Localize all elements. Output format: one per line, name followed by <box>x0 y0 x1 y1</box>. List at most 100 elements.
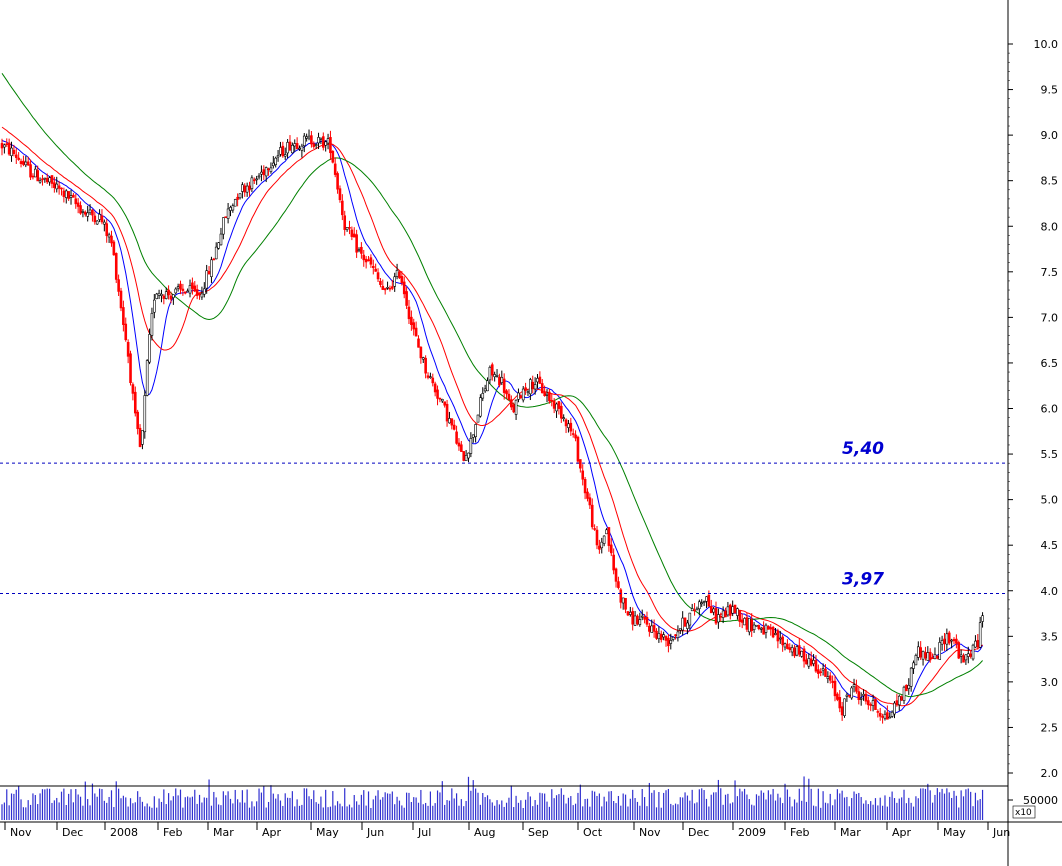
candle-body <box>745 617 749 630</box>
candle-body <box>469 438 473 454</box>
candle-body <box>53 182 56 188</box>
candle-body <box>855 686 858 692</box>
candle-body <box>483 388 487 392</box>
candle-body <box>393 276 397 287</box>
candle-body <box>938 642 942 660</box>
candle-body <box>400 276 404 284</box>
candle-body <box>657 633 661 640</box>
candle-body <box>219 233 223 246</box>
candle-body <box>971 644 975 660</box>
candle-body <box>957 642 961 659</box>
candle-body <box>928 651 932 661</box>
candle-body <box>857 691 861 700</box>
candle-body <box>260 171 263 175</box>
moving-average-10 <box>1 140 984 714</box>
candle-body <box>431 377 435 384</box>
x-tick-label: Dec <box>62 826 83 839</box>
candle-body <box>243 185 247 193</box>
candle-body <box>933 654 937 660</box>
x-tick-label: Aug <box>474 826 495 839</box>
candle-body <box>778 637 782 640</box>
candle-body <box>776 630 780 642</box>
candle-body <box>845 694 849 697</box>
candle-body <box>621 597 625 604</box>
candle-body <box>648 625 651 632</box>
candle-body <box>897 695 901 706</box>
candle-body <box>367 259 370 262</box>
candle-body <box>122 307 125 325</box>
candle-body <box>488 366 492 381</box>
candle-body <box>514 399 518 415</box>
candle-body <box>564 419 568 427</box>
candle-body <box>88 209 92 214</box>
candle-body <box>445 403 449 422</box>
candle-body <box>57 185 61 189</box>
candle-body <box>179 283 182 290</box>
candle-body <box>588 497 592 506</box>
candle-body <box>471 434 475 438</box>
candle-body <box>314 144 318 146</box>
candle-body <box>433 383 437 393</box>
candle-body <box>802 648 806 662</box>
candle-body <box>217 242 220 249</box>
candle-body <box>536 378 539 383</box>
candle-body <box>529 379 532 395</box>
candle-body <box>819 671 823 673</box>
candle-body <box>302 135 306 147</box>
candle-body <box>774 633 777 635</box>
candle-body <box>947 632 951 644</box>
candle-body <box>600 541 604 549</box>
candle-body <box>936 655 939 659</box>
candle-body <box>405 291 408 306</box>
candle-body <box>714 608 718 624</box>
candle-body <box>174 288 178 294</box>
candle-body <box>133 391 137 414</box>
candle-body <box>48 177 51 183</box>
candle-body <box>752 624 756 630</box>
x-tick-label: May <box>316 826 339 839</box>
candle-body <box>241 184 244 192</box>
candle-body <box>38 180 42 183</box>
candle-body <box>436 389 439 399</box>
candle-body <box>14 154 18 158</box>
y-tick-label: 7.5 <box>1041 266 1059 279</box>
x-tick-label: 2008 <box>110 826 138 839</box>
candle-body <box>381 285 385 290</box>
candle-body <box>809 658 813 666</box>
candle-body <box>517 392 520 400</box>
candle-body <box>31 175 35 178</box>
candle-body <box>279 147 282 155</box>
candle-body <box>824 668 827 677</box>
candle-body <box>103 221 106 225</box>
candle-body <box>226 208 230 219</box>
candle-body <box>138 427 142 447</box>
candle-body <box>364 258 368 263</box>
candle-body <box>129 353 132 384</box>
candle-body <box>769 627 773 630</box>
reference-line-label: 3,97 <box>842 569 884 589</box>
candle-body <box>248 185 251 191</box>
candle-body <box>55 183 59 190</box>
candle-body <box>705 596 708 602</box>
candle-body <box>62 190 66 197</box>
candle-body <box>224 216 228 218</box>
candle-body <box>376 272 380 280</box>
candle-body <box>198 293 201 296</box>
candle-body <box>505 390 508 395</box>
candle-body <box>176 286 180 289</box>
candle-body <box>412 322 416 330</box>
candle-body <box>543 392 546 396</box>
candle-body <box>321 136 325 148</box>
candle-body <box>836 693 839 700</box>
candle-body <box>50 175 54 184</box>
candle-body <box>105 223 109 236</box>
candle-body <box>67 191 70 199</box>
candle-body <box>850 687 853 699</box>
candle-body <box>757 625 761 630</box>
candle-body <box>717 614 720 623</box>
candle-body <box>940 640 944 645</box>
candle-body <box>559 405 563 419</box>
candle-body <box>169 295 173 300</box>
candle-body <box>388 287 392 290</box>
